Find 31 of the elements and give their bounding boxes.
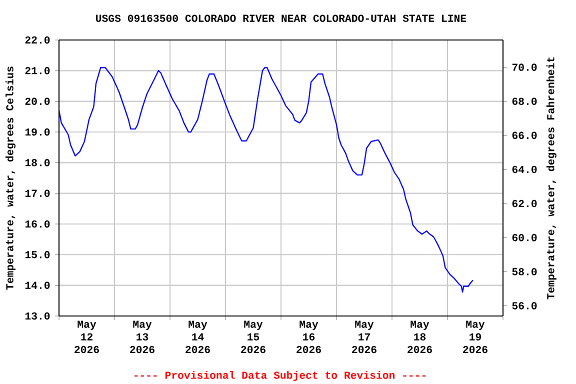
- y-tick-label: 22.0: [25, 36, 50, 44]
- line-series: [59, 66, 474, 293]
- chart-title: USGS 09163500 COLORADO RIVER NEAR COLORADO-UTAH STATE LINE: [96, 14, 466, 22]
- y-axis-title: Temperature, water, degrees Celsius: [6, 66, 16, 290]
- y2-tick-label: 60.0: [512, 234, 537, 242]
- y2-tick-label: 62.0: [512, 200, 537, 208]
- y-tick-label: 19.0: [25, 128, 50, 136]
- x-tick-label: May 13 2026: [130, 320, 154, 354]
- y-tick-label: 13.0: [25, 312, 50, 320]
- y-tick-label: 14.0: [25, 282, 50, 289]
- y-tick-label: 16.0: [25, 220, 50, 228]
- x-tick-label: May 12 2026: [74, 320, 99, 354]
- x-tick-label: May 19 2026: [463, 320, 488, 354]
- y2-tick-label: 70.0: [512, 64, 537, 71]
- y-tick-label: 20.0: [25, 98, 50, 105]
- x-tick-label: May 17 2026: [352, 320, 376, 354]
- y2-axis-title: Temperature, water, degrees Fahrenheit: [546, 57, 556, 300]
- text: ---- Provisional Data Subject to Revision ----: [134, 371, 426, 381]
- y-tick-label: 18.0: [25, 159, 50, 166]
- y2-tick-label: 66.0: [512, 132, 537, 140]
- x-tick-label: May 14 2026: [186, 320, 210, 354]
- y2-tick-label: 64.0: [512, 166, 537, 174]
- x-tick-label: May 18 2026: [408, 320, 432, 354]
- x-tick-label: May 15 2026: [241, 320, 266, 354]
- y-tick-label: 17.0: [25, 190, 50, 197]
- y2-tick-label: 68.0: [512, 98, 537, 105]
- y2-tick-label: 58.0: [512, 268, 537, 276]
- x-tick-label: May 16 2026: [296, 320, 321, 354]
- y2-tick-label: 56.0: [512, 302, 537, 310]
- y-tick-label: 21.0: [25, 67, 50, 74]
- y-tick-label: 15.0: [25, 251, 50, 258]
